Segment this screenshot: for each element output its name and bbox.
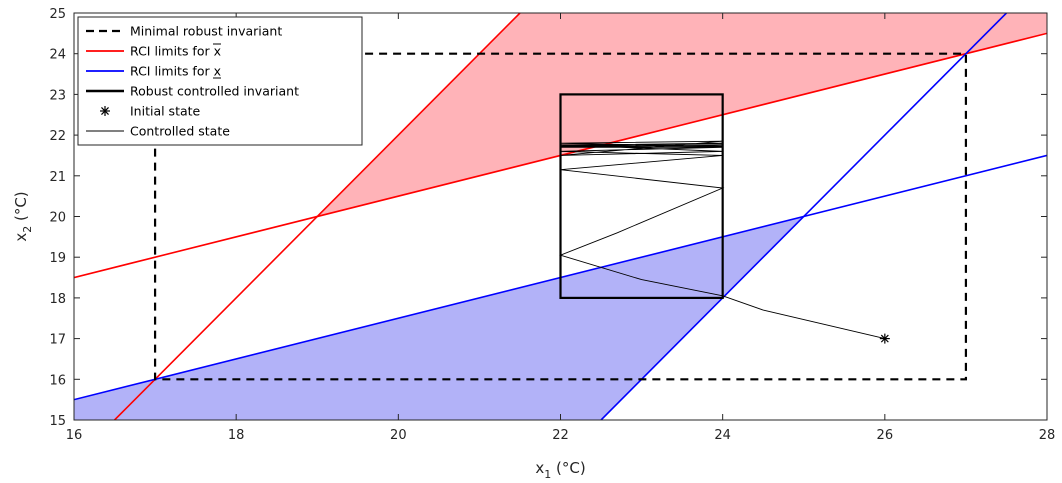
x-tick-label: 24 bbox=[714, 428, 731, 443]
y-tick-label: 19 bbox=[49, 251, 66, 266]
y-tick-label: 16 bbox=[49, 373, 66, 388]
y-tick-label: 20 bbox=[49, 211, 66, 226]
legend-item: RCI limits for x bbox=[86, 64, 221, 79]
y-tick-label: 23 bbox=[49, 88, 66, 103]
legend-label: RCI limits for x bbox=[130, 44, 221, 59]
plot-area bbox=[74, 13, 1047, 420]
legend-swatch bbox=[100, 106, 110, 116]
y-tick-label: 24 bbox=[49, 48, 66, 63]
controlled-state-trajectory bbox=[559, 140, 885, 340]
x-tick-label: 26 bbox=[877, 428, 894, 443]
legend-item: Minimal robust invariant bbox=[86, 24, 282, 39]
legend-item: Initial state bbox=[100, 104, 201, 119]
legend-label: Robust controlled invariant bbox=[130, 84, 299, 99]
blue-rci-line-1 bbox=[600, 13, 1008, 420]
y-tick-label: 25 bbox=[49, 7, 66, 22]
legend-item: RCI limits for x bbox=[86, 43, 221, 59]
legend-label: Minimal robust invariant bbox=[130, 24, 282, 39]
red-rci-region bbox=[317, 13, 1047, 217]
minimal-robust-invariant-box bbox=[153, 52, 968, 381]
legend-label: RCI limits for x bbox=[130, 64, 221, 79]
initial-state-marker bbox=[879, 333, 890, 344]
blue-rci-region bbox=[74, 216, 804, 420]
robust-controlled-invariant-box bbox=[559, 93, 724, 300]
y-tick-label: 21 bbox=[49, 170, 66, 185]
legend-label: Initial state bbox=[130, 104, 201, 119]
legend-item: Robust controlled invariant bbox=[86, 84, 299, 99]
legend-box bbox=[77, 16, 363, 146]
y-tick-label: 22 bbox=[49, 129, 66, 144]
x-axis-label: x1 (°C) bbox=[535, 459, 585, 481]
x-tick-label: 22 bbox=[552, 428, 569, 443]
x-tick-label: 18 bbox=[228, 428, 245, 443]
y-tick-label: 15 bbox=[49, 414, 66, 429]
x-tick-label: 28 bbox=[1039, 428, 1056, 443]
y-axis-label: x2 (°C) bbox=[12, 191, 34, 241]
y-tick-label: 18 bbox=[49, 292, 66, 307]
y-tick-label: 17 bbox=[49, 333, 66, 348]
legend-label: Controlled state bbox=[130, 124, 230, 139]
legend: Minimal robust invariant RCI limits for x… bbox=[77, 16, 363, 146]
x-tick-label: 16 bbox=[66, 428, 83, 443]
x-tick-label: 20 bbox=[390, 428, 407, 443]
legend-item: Controlled state bbox=[86, 124, 230, 139]
red-rci-line-1 bbox=[113, 13, 521, 420]
